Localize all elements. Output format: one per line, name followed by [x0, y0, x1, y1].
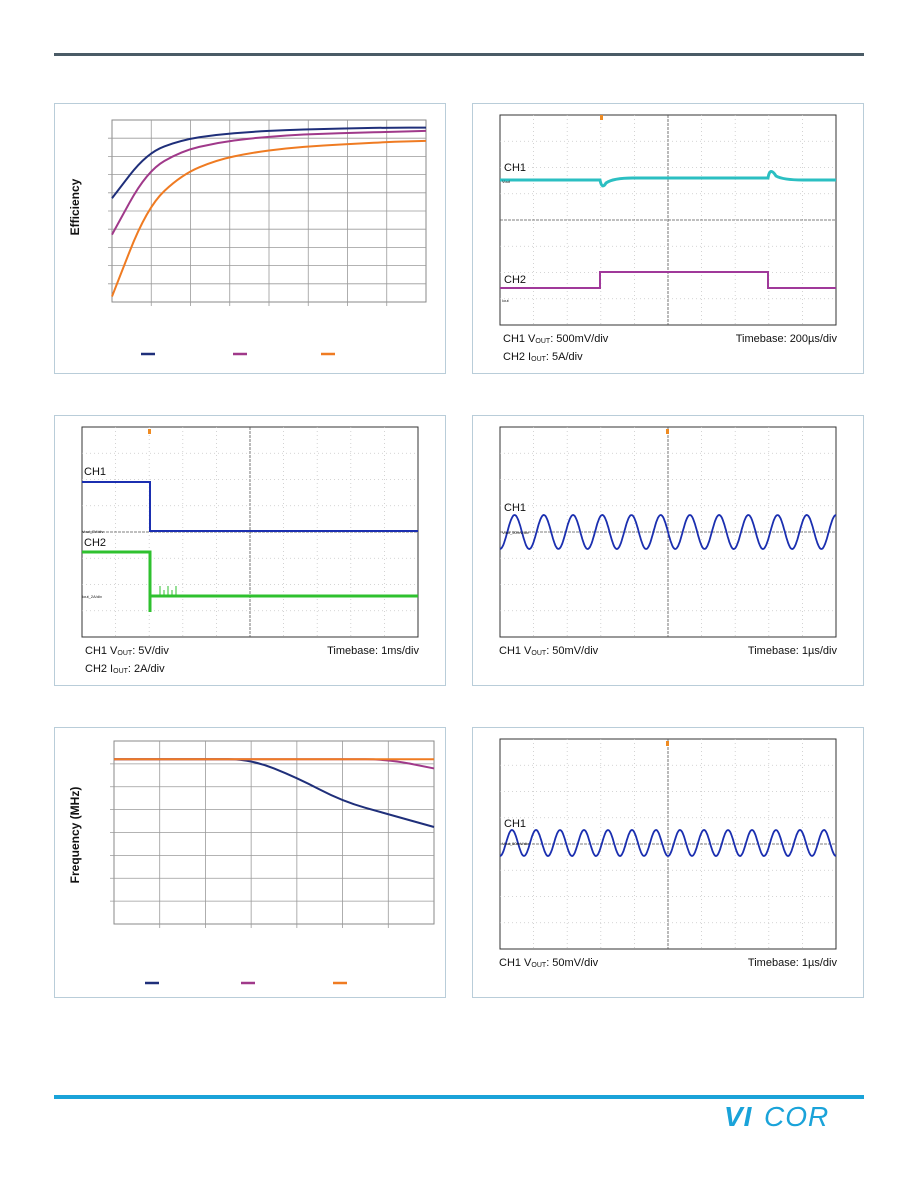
ch2-marker: Iout_2A/div [82, 594, 102, 599]
short-circuit-panel: CH1 Vout_5V/div CH2 Iout_2A/div CH1 VOUT: 5… [54, 415, 446, 686]
short-circuit-scope: CH1 Vout_5V/div CH2 Iout_2A/div [81, 426, 419, 638]
ch1-trace [82, 481, 418, 532]
timebase-caption: Timebase: 1µs/div [747, 957, 837, 969]
ch2-trace [500, 271, 836, 289]
ch1-trace [499, 829, 837, 857]
ch2-scale-caption: CH2 IOUT: 5A/div [503, 351, 583, 363]
ch1-marker: Vout_50mV/div [502, 841, 529, 846]
series-line-2 [111, 139, 427, 297]
series-line-0 [111, 126, 426, 199]
ch2-scale-caption: CH2 IOUT: 2A/div [85, 663, 165, 675]
ripple-scope-1: CH1 Vout_50mV/div [499, 426, 837, 638]
ch2-label: CH2 [504, 274, 526, 286]
ch1-label: CH1 [84, 466, 106, 478]
ch1-label: CH1 [504, 502, 526, 514]
svg-text:COR: COR [764, 1103, 829, 1129]
ch1-scale-caption: CH1 VOUT: 5V/div [85, 645, 169, 657]
trigger-marker [600, 115, 603, 120]
vicor-logo: VI COR [724, 1103, 829, 1129]
ch1-scale-caption: CH1 VOUT: 50mV/div [499, 645, 599, 657]
ripple-scope-2: CH1 Vout_50mV/div [499, 738, 837, 950]
svg-text:VI: VI [724, 1103, 753, 1129]
frequency-chart-panel: Frequency (MHz) [54, 727, 446, 998]
load-transient-scope: CH1 Vout CH2 Iout [499, 114, 837, 326]
timebase-caption: Timebase: 200µs/div [735, 333, 837, 345]
ch2-trace [82, 550, 418, 612]
ch1-trace [499, 514, 837, 550]
ch1-marker: Vout_5V/div [82, 529, 103, 534]
ch1-scale-caption: CH1 VOUT: 50mV/div [499, 957, 599, 969]
timebase-caption: Timebase: 1ms/div [327, 645, 419, 657]
ch1-trace [500, 170, 836, 188]
ch1-scale-caption: CH1 VOUT: 500mV/div [503, 333, 609, 345]
load-transient-panel: CH1 Vout CH2 Iout CH1 VOUT: 500mV/div CH2 I… [472, 103, 864, 374]
ch1-label: CH1 [504, 162, 526, 174]
timebase-caption: Timebase: 1µs/div [747, 645, 837, 657]
ch2-marker: Iout [502, 298, 510, 303]
footer-rule [54, 1095, 864, 1099]
header-rule [54, 53, 864, 56]
efficiency-chart-panel: Efficiency [54, 103, 446, 374]
ch1-marker: Vout_50mV/div [502, 530, 529, 535]
series-line-1 [111, 129, 427, 236]
ch1-marker: Vout [502, 179, 511, 184]
efficiency-plot [108, 119, 427, 356]
trigger-marker [148, 429, 151, 434]
ripple-panel-2: CH1 Vout_50mV/div CH1 VOUT: 50mV/div Time… [472, 727, 864, 998]
frequency-plot [110, 740, 435, 985]
trigger-marker [666, 429, 669, 434]
ch1-label: CH1 [504, 818, 526, 830]
ripple-panel-1: CH1 Vout_50mV/div CH1 VOUT: 50mV/div Time… [472, 415, 864, 686]
ch2-label: CH2 [84, 537, 106, 549]
trigger-marker [666, 741, 669, 746]
